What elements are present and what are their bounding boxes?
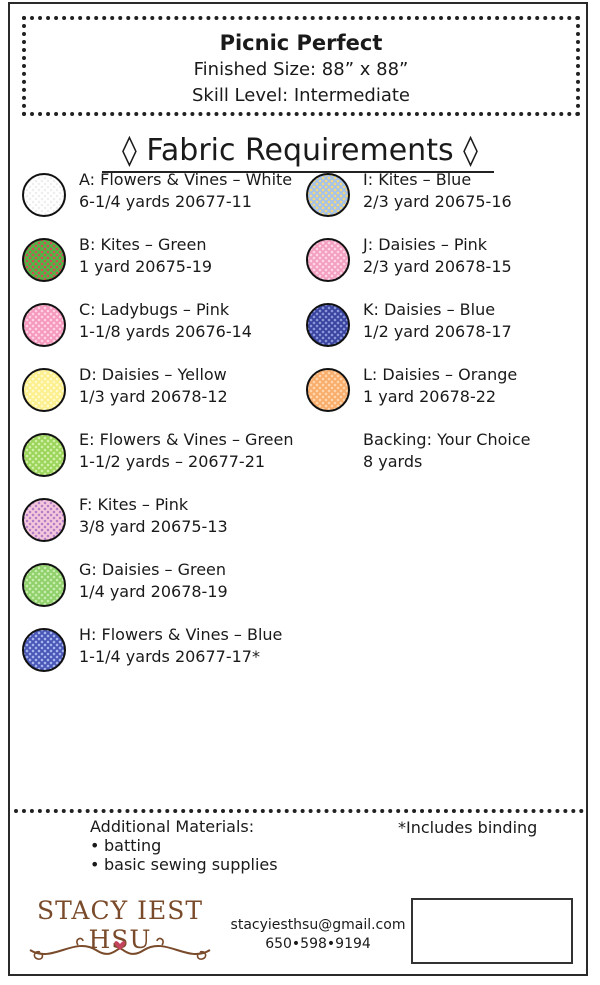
- fabric-amount: 2/3 yard 20675-16: [363, 192, 512, 211]
- fabric-name: B: Kites – Green: [79, 235, 207, 254]
- skill-level: Skill Level: Intermediate: [191, 85, 410, 106]
- fabric-amount: 1 yard 20678-22: [363, 387, 497, 406]
- designer-logo: STACY IEST HSU: [22, 896, 218, 974]
- fabric-name: H: Flowers & Vines – Blue: [79, 625, 283, 644]
- fabric-swatch-g: [22, 563, 66, 607]
- fabric-swatch-c: [22, 303, 66, 347]
- finished-size: Finished Size: 88” x 88”: [193, 59, 409, 80]
- fabric-amount: 1/2 yard 20678-17: [363, 322, 512, 341]
- binding-note: *Includes binding: [398, 818, 538, 837]
- contact-email: stacyiesthsu@gmail.com: [230, 917, 406, 933]
- fabric-swatch-f: [22, 498, 66, 542]
- backing-amount: 8 yards: [363, 452, 423, 471]
- header-box: Picnic Perfect Finished Size: 88” x 88” …: [22, 16, 580, 116]
- fabric-name: C: Ladybugs – Pink: [79, 300, 230, 319]
- fabric-name: G: Daisies – Green: [79, 560, 227, 579]
- heart-icon: [114, 941, 126, 950]
- fabric-amount: 6-1/4 yards 20677-11: [79, 192, 252, 211]
- backing-label: Backing: Your Choice: [363, 430, 531, 449]
- contact-phone: 650•598•9194: [265, 936, 371, 952]
- fabric-name: D: Daisies – Yellow: [79, 365, 227, 384]
- additional-materials: Additional Materials: batting basic sewi…: [90, 817, 278, 874]
- fabric-amount: 1-1/4 yards 20677-17*: [79, 647, 260, 666]
- fabric-amount: 1-1/2 yards – 20677-21: [79, 452, 266, 471]
- vine-flourish-icon: [29, 937, 211, 960]
- fabric-name: A: Flowers & Vines – White: [79, 170, 293, 189]
- fabric-swatch-a: [22, 173, 66, 217]
- fabric-swatch-k: [306, 303, 350, 347]
- section-title-text: ◊ Fabric Requirements ◊: [122, 133, 478, 168]
- heading-underline: [102, 171, 494, 173]
- pattern-title: Picnic Perfect: [219, 31, 383, 55]
- fabric-name: E: Flowers & Vines – Green: [79, 430, 294, 449]
- fabric-name: F: Kites – Pink: [79, 495, 189, 514]
- fabric-amount: 2/3 yard 20678-15: [363, 257, 512, 276]
- fabric-swatch-i: [306, 173, 350, 217]
- fabric-swatch-e: [22, 433, 66, 477]
- fabric-name: K: Daisies – Blue: [363, 300, 496, 319]
- fabric-name: L: Daisies – Orange: [363, 365, 518, 384]
- additional-heading: Additional Materials:: [90, 817, 255, 836]
- brand-name: STACY IEST HSU: [37, 896, 203, 954]
- fabric-amount: 1 yard 20675-19: [79, 257, 213, 276]
- fabric-swatch-j: [306, 238, 350, 282]
- fabric-swatch-b: [22, 238, 66, 282]
- fabric-amount: 1-1/8 yards 20676-14: [79, 322, 252, 341]
- fabric-amount: 3/8 yard 20675-13: [79, 517, 228, 536]
- fabric-requirements-heading: ◊ Fabric Requirements ◊: [10, 131, 590, 173]
- pattern-card: Picnic Perfect Finished Size: 88” x 88” …: [8, 2, 588, 976]
- retailer-stamp-box: [411, 898, 573, 964]
- list-item: batting: [90, 836, 278, 855]
- fabric-swatch-l: [306, 368, 350, 412]
- fabric-swatch-d: [22, 368, 66, 412]
- list-item: basic sewing supplies: [90, 855, 278, 874]
- fabric-name: J: Daisies – Pink: [363, 235, 488, 254]
- fabric-amount: 1/3 yard 20678-12: [79, 387, 228, 406]
- materials-list: batting basic sewing supplies: [90, 836, 278, 874]
- dotted-divider: [14, 809, 584, 813]
- fabric-amount: 1/4 yard 20678-19: [79, 582, 228, 601]
- fabric-name: I: Kites – Blue: [363, 170, 472, 189]
- fabric-swatch-h: [22, 628, 66, 672]
- contact-info: stacyiesthsu@gmail.com 650•598•9194: [218, 916, 418, 954]
